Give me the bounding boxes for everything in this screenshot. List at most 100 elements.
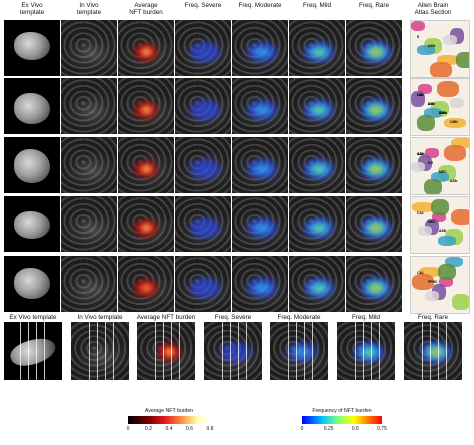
- atlas-region: [456, 52, 469, 68]
- atlas-region: [444, 145, 466, 161]
- heatmap-blob: [143, 108, 149, 112]
- column-header: Allen Brain Atlas Section: [405, 2, 461, 16]
- heatmap-blob: [253, 223, 271, 233]
- slice-position-line: [422, 322, 423, 380]
- mri-slice-image: [61, 196, 117, 252]
- atlas-region: [417, 45, 435, 55]
- sagittal-slice-image: [404, 322, 462, 380]
- atlas-region: [411, 162, 425, 172]
- colorbar-tick-label: 0.8: [206, 426, 214, 432]
- mri-slice-image: [118, 256, 174, 312]
- heatmap-blob: [313, 106, 325, 114]
- colorbar-tick-label: 0: [300, 426, 304, 432]
- heatmap-blob: [190, 278, 220, 298]
- colorbar: [128, 416, 210, 424]
- mri-slice-image: [232, 256, 288, 312]
- bottom-column-header: Ex Vivo template: [9, 314, 57, 321]
- mri-slice-image: [289, 20, 345, 76]
- column-header: Ex Vivo template: [4, 2, 60, 16]
- heatmap-blob: [190, 100, 220, 120]
- heatmap-blob: [434, 350, 438, 354]
- brain-specimen: [14, 149, 50, 183]
- heatmap-blob: [313, 284, 325, 292]
- heatmap-blob: [253, 105, 271, 115]
- atlas-region: [412, 202, 434, 212]
- heatmap-blob: [374, 50, 378, 54]
- brain-specimen: [14, 211, 50, 239]
- atlas-region: [438, 264, 456, 280]
- atlas-label: A35r: [428, 44, 436, 48]
- column-header-line: Atlas Section: [414, 9, 452, 16]
- atlas-label: A35r: [428, 102, 436, 106]
- colorbar-tick-label: 0.5: [351, 426, 359, 432]
- heatmap-blob: [374, 286, 378, 290]
- colorbar-tick-label: 0.4: [165, 426, 173, 432]
- atlas-region: [418, 84, 432, 94]
- atlas-region: [450, 98, 464, 108]
- allen-atlas-section: S A35r: [410, 20, 470, 78]
- mri-slice-image: [346, 137, 402, 193]
- atlas-region: [424, 179, 442, 194]
- atlas-label: S: [417, 35, 420, 39]
- atlas-region: [425, 291, 439, 301]
- bottom-column-header: Freq. Severe: [214, 314, 252, 321]
- atlas-label: LEC: [417, 93, 424, 97]
- atlas-label: A35c: [439, 111, 448, 115]
- column-header: In Vivo template: [61, 2, 117, 16]
- slice-position-line: [222, 322, 223, 380]
- slice-position-line: [105, 322, 106, 380]
- mri-slice-image: [61, 78, 117, 134]
- slice-position-line: [113, 322, 114, 380]
- colorbar-tick-label: 0.75: [377, 426, 387, 432]
- column-header: Freq. Rare: [346, 2, 402, 9]
- heatmap-blob: [190, 218, 220, 238]
- atlas-region: [445, 257, 463, 267]
- atlas-region: [431, 172, 449, 182]
- heatmap-blob: [374, 108, 378, 112]
- column-header-line: template: [76, 9, 102, 16]
- atlas-region: [424, 108, 442, 118]
- allen-atlas-section: CA1 DG SMN CMN LEC A35r A35c: [410, 78, 470, 136]
- slice-position-line: [179, 322, 180, 380]
- heatmap-blob: [313, 165, 325, 173]
- ex-vivo-template-image: [4, 20, 60, 76]
- mri-slice-image: [232, 196, 288, 252]
- slice-position-line: [155, 322, 156, 380]
- column-header: Average NFT burden: [118, 2, 174, 16]
- atlas-label: CA1: [417, 271, 424, 275]
- atlas-region: [439, 277, 453, 287]
- heatmap-blob: [293, 347, 311, 357]
- atlas-region: [411, 91, 425, 107]
- sagittal-slice-image: [270, 322, 328, 380]
- ex-vivo-template-image: [4, 256, 60, 312]
- atlas-region: [417, 115, 435, 131]
- mri-slice-image: [232, 20, 288, 76]
- slice-position-line: [171, 322, 172, 380]
- mri-slice-image: [346, 196, 402, 252]
- slice-position-line: [246, 322, 247, 380]
- atlas-region: [418, 226, 432, 236]
- atlas-label: CMN: [450, 120, 458, 124]
- sagittal-slice-image: [204, 322, 262, 380]
- colorbar-tick-label: 0.25: [323, 426, 334, 432]
- atlas-label: CA1: [417, 93, 424, 97]
- column-header-line: Average: [134, 2, 158, 9]
- slice-position-line: [363, 322, 364, 380]
- heatmap-blob: [253, 164, 271, 174]
- bottom-column-header: Freq. Moderate: [277, 314, 321, 321]
- brain-specimen: [7, 333, 59, 371]
- mri-slice-image: [289, 196, 345, 252]
- colorbar: [302, 416, 382, 424]
- slice-position-line: [355, 322, 356, 380]
- brain-specimen: [14, 32, 50, 60]
- slice-position-line: [97, 322, 98, 380]
- slice-position-line: [20, 322, 21, 380]
- ex-vivo-template-image: [4, 137, 60, 193]
- mri-slice-image: [61, 137, 117, 193]
- slice-position-line: [89, 322, 90, 380]
- column-header-line: In Vivo: [79, 2, 99, 9]
- heatmap-blob: [190, 42, 220, 62]
- atlas-label: PPHC: [428, 280, 438, 284]
- atlas-label: MEC: [439, 170, 447, 174]
- heatmap-blob: [221, 342, 251, 362]
